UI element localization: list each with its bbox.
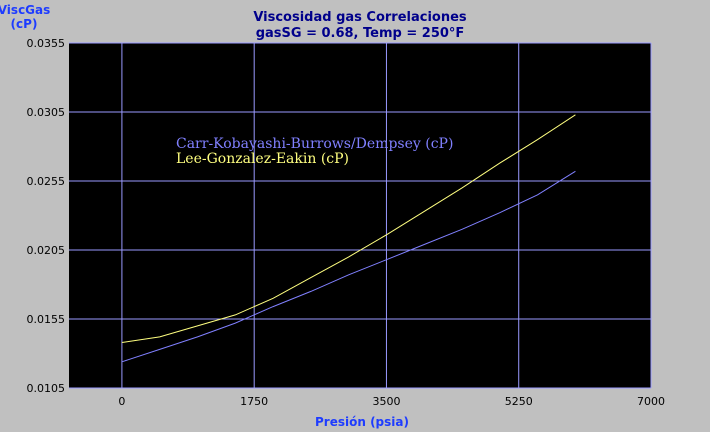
y-tick-label: 0.0255 [27,175,66,188]
x-tick-label: 5250 [505,395,533,408]
y-tick-label: 0.0305 [27,106,66,119]
y-tick-label: 0.0105 [27,382,66,395]
x-axis-label: Presión (psia) [315,415,409,429]
chart-subtitle: gasSG = 0.68, Temp = 250°F [256,26,465,41]
y-axis-label-line2: (cP) [11,17,38,31]
y-tick-label: 0.0205 [27,244,66,257]
series-layer [121,114,576,363]
y-axis-label-line1: ViscGas [0,3,50,17]
series-label-carr-kobayashi: Carr-Kobayashi-Burrows/Dempsey (cP) [176,136,453,152]
y-tick-label: 0.0155 [27,313,66,326]
series-line-carr-kobayashi [121,170,576,363]
chart-title: Viscosidad gas Correlaciones [253,10,467,25]
x-tick-label: 7000 [637,395,665,408]
grid-layer [69,42,652,389]
x-tick-label: 3500 [372,395,400,408]
x-tick-label: 0 [118,395,125,408]
plot-area [69,43,651,388]
y-tick-label: 0.0355 [27,37,66,50]
series-label-lee-gonzalez: Lee-Gonzalez-Eakin (cP) [176,151,349,167]
tick-labels: 0 1750 3500 5250 7000 0.0105 0.0155 0.0205 0.025… [27,37,666,408]
series-line-lee-gonzalez [121,114,576,343]
x-tick-label: 1750 [240,395,268,408]
